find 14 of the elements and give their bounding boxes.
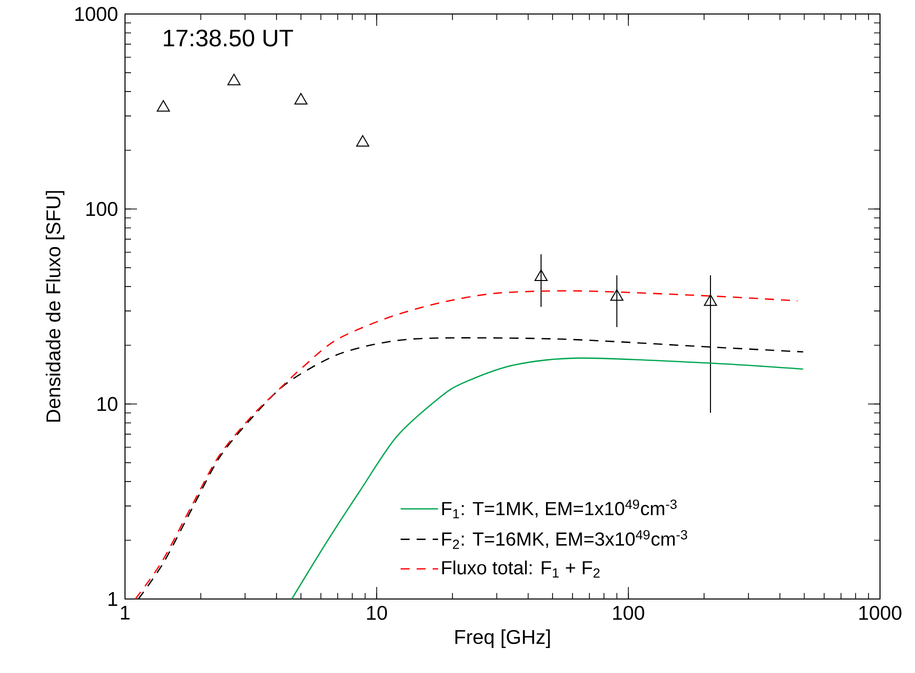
y-tick-label: 1000 <box>75 6 118 22</box>
x-tick-label: 10 <box>367 606 387 620</box>
y-tick-label: 10 <box>98 396 118 412</box>
y-tick-label: 1 <box>108 592 118 606</box>
y-tick-label: 100 <box>86 202 118 216</box>
x-tick-label: 1 <box>120 606 130 620</box>
legend-label: Fluxo total: F$_{1}$ + F$_{2}$ <box>442 560 600 578</box>
legend-label: F$_{2}$: T=16MK, EM=3x10$^{49}$cm$^{-3}$ <box>442 530 688 549</box>
y-axis-title: Densidade de Fluxo [SFU] <box>46 191 64 422</box>
legend-label: F$_{1}$: T=1MK, EM=1x10$^{49}$cm$^{-3}$ <box>442 500 677 518</box>
x-axis-title: Freq [GHz] <box>455 629 550 648</box>
annotation: 17:38.50 UT <box>164 30 294 47</box>
x-tick-label: 100 <box>613 606 644 620</box>
x-tick-label: 1000 <box>859 606 902 620</box>
